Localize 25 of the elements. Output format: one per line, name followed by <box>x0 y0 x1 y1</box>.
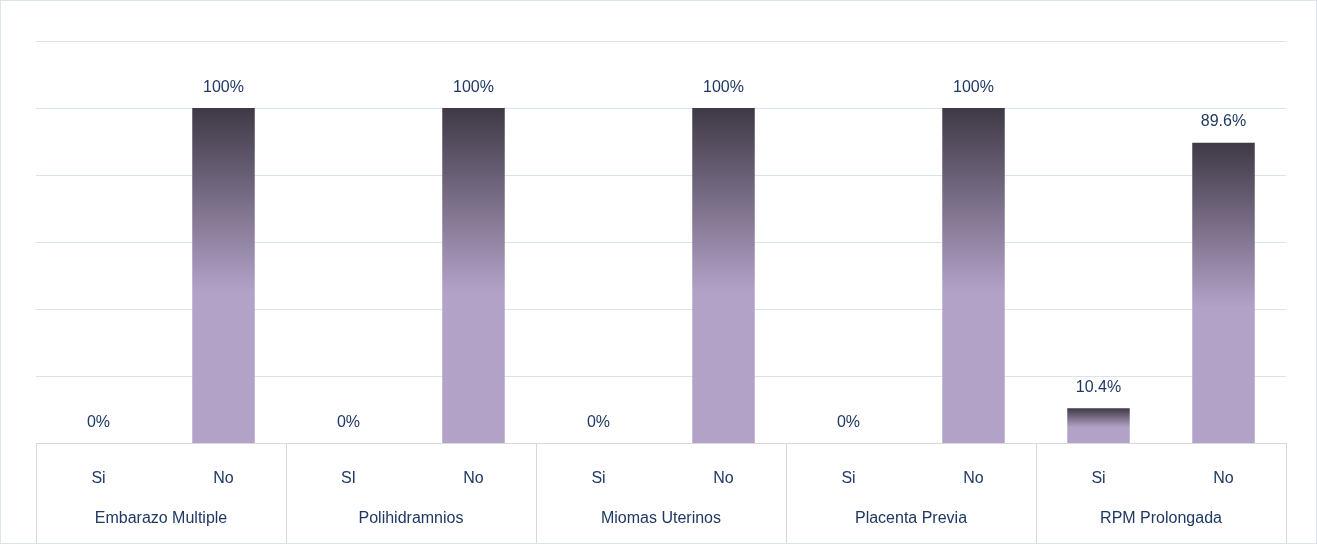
text: Miomas Uterinos <box>600 508 722 526</box>
text: Placenta Previa <box>854 508 968 526</box>
x-tick-label: Si <box>591 468 606 486</box>
data-label: 0% <box>336 412 361 430</box>
text: RPM Prolongada <box>1100 508 1223 526</box>
x-tick-label: No <box>213 468 234 486</box>
x-tick-label: No <box>963 468 984 486</box>
data-label: 10.4% <box>1075 377 1122 395</box>
x-tick-label: Si <box>91 468 106 486</box>
text: Embarazo Multiple <box>94 508 228 526</box>
data-label: 100% <box>453 77 494 95</box>
x-tick-label: No <box>1213 468 1234 486</box>
x-tick-label: No <box>463 468 484 486</box>
data-label: 0% <box>86 412 111 430</box>
x-tick-label: No <box>713 468 734 486</box>
x-tick-label: Si <box>841 468 856 486</box>
x-tick-label: SI <box>340 468 357 486</box>
data-label: 0% <box>836 412 861 430</box>
data-label: 0% <box>586 412 611 430</box>
data-label: 89.6% <box>1200 112 1247 130</box>
x-tick-label: Si <box>1091 468 1106 486</box>
text: Polihidramnios <box>358 508 464 526</box>
data-label: 100% <box>703 77 744 95</box>
data-label: 100% <box>203 77 244 95</box>
data-label: 100% <box>953 77 994 95</box>
